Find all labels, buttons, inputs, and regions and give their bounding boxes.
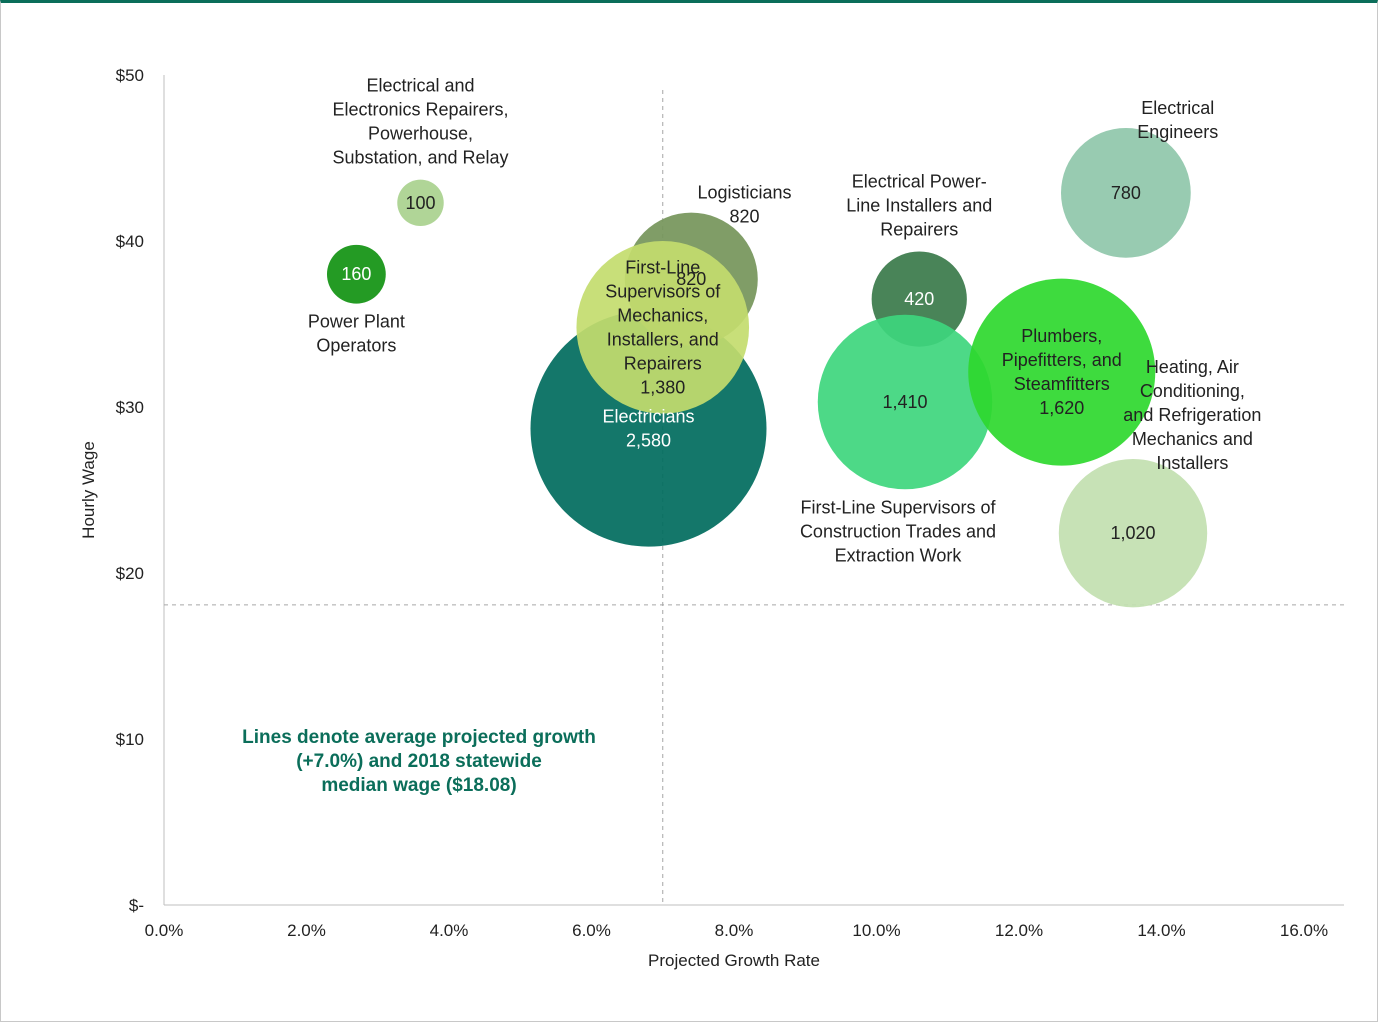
x-tick-label: 10.0% [852,921,900,940]
y-tick-label: $50 [116,66,144,85]
bubble-plumbers-pipefitters-and-steamfitters [968,278,1156,466]
label-electrical-and-electronics-repairers-powerhouse-substation-and-relay: Electrical and Electronics Repairers, Powe… [332,76,508,168]
x-tick-label: 4.0% [430,921,469,940]
x-tick-label: 16.0% [1280,921,1328,940]
x-tick-label: 12.0% [995,921,1043,940]
x-tick-label: 14.0% [1137,921,1185,940]
bubbles [326,127,1208,608]
value-heating-air-conditioning-and-refrigeration-mechanics-and-installers: 1,020 [1110,523,1155,543]
x-tick-label: 0.0% [145,921,184,940]
bubble-electrical-and-electronics-repairers-powerhouse-substation-and-relay [397,179,444,227]
label-first-line-supervisors-of-construction-trades-and-extraction-work: First-Line Supervisors of Construction Tr… [800,497,997,565]
bubble-first-line-supervisors-of-mechanics-installers-and-repairers [576,241,750,414]
axes: 0.0% 2.0% 4.0% 6.0% 8.0% 10.0% 12.0% 14.0% 16.0%… [79,66,1344,970]
y-tick-label: $30 [116,398,144,417]
x-axis-title: Projected Growth Rate [648,951,820,970]
y-tick-label: $20 [116,564,144,583]
x-tick-label: 6.0% [572,921,611,940]
value-electrical-engineers: 780 [1111,183,1141,203]
value-logisticians: 820 [676,269,706,289]
x-tick-label: 8.0% [715,921,754,940]
x-tick-label: 2.0% [287,921,326,940]
y-tick-label: $10 [116,730,144,749]
value-first-line-supervisors-of-construction-trades-and-extraction-work: 1,410 [882,392,927,412]
label-electrical-engineers: Electrical Engineers [1137,98,1218,142]
bubble-electrical-engineers [1060,127,1191,258]
label-power-plant-operators: Power Plant Operators [308,312,405,356]
bubble-labels: Electricians 2,580 820 Logisticians 820 First… [308,76,1262,566]
value-electrical-and-electronics-repairers-powerhouse-substation-and-relay: 100 [405,193,435,213]
y-tick-label: $40 [116,232,144,251]
label-heating-air-conditioning-and-refrigeration-mechanics-and-installers: Heating, Air Conditioning, and Refrigerati… [1123,357,1261,473]
y-axis-title: Hourly Wage [79,441,98,539]
label-electrical-power-line-installers-and-repairers: Electrical Power-Line Installers and Repa… [846,171,992,239]
bubble-heating-air-conditioning-and-refrigeration-mechanics-and-installers [1058,458,1208,608]
reference-annotation: Lines denote average projected growth (+7… [242,727,596,796]
label-logisticians: Logisticians 820 [697,183,791,227]
value-electrical-power-line-installers-and-repairers: 420 [904,289,934,309]
y-tick-label: $- [129,896,144,915]
bubble-power-plant-operators [326,244,386,304]
label-electricians: Electricians 2,580 [602,407,694,451]
value-power-plant-operators: 160 [341,264,371,284]
label-first-line-supervisors-of-mechanics-installers-and-repairers: First-Line Supervisors of Mechanics, Instal… [605,257,721,397]
bubble-first-line-supervisors-of-construction-trades-and-extraction-work [817,314,993,490]
label-plumbers-pipefitters-and-steamfitters: Plumbers, Pipefitters, and Steamfitters 1,6… [1002,326,1122,418]
